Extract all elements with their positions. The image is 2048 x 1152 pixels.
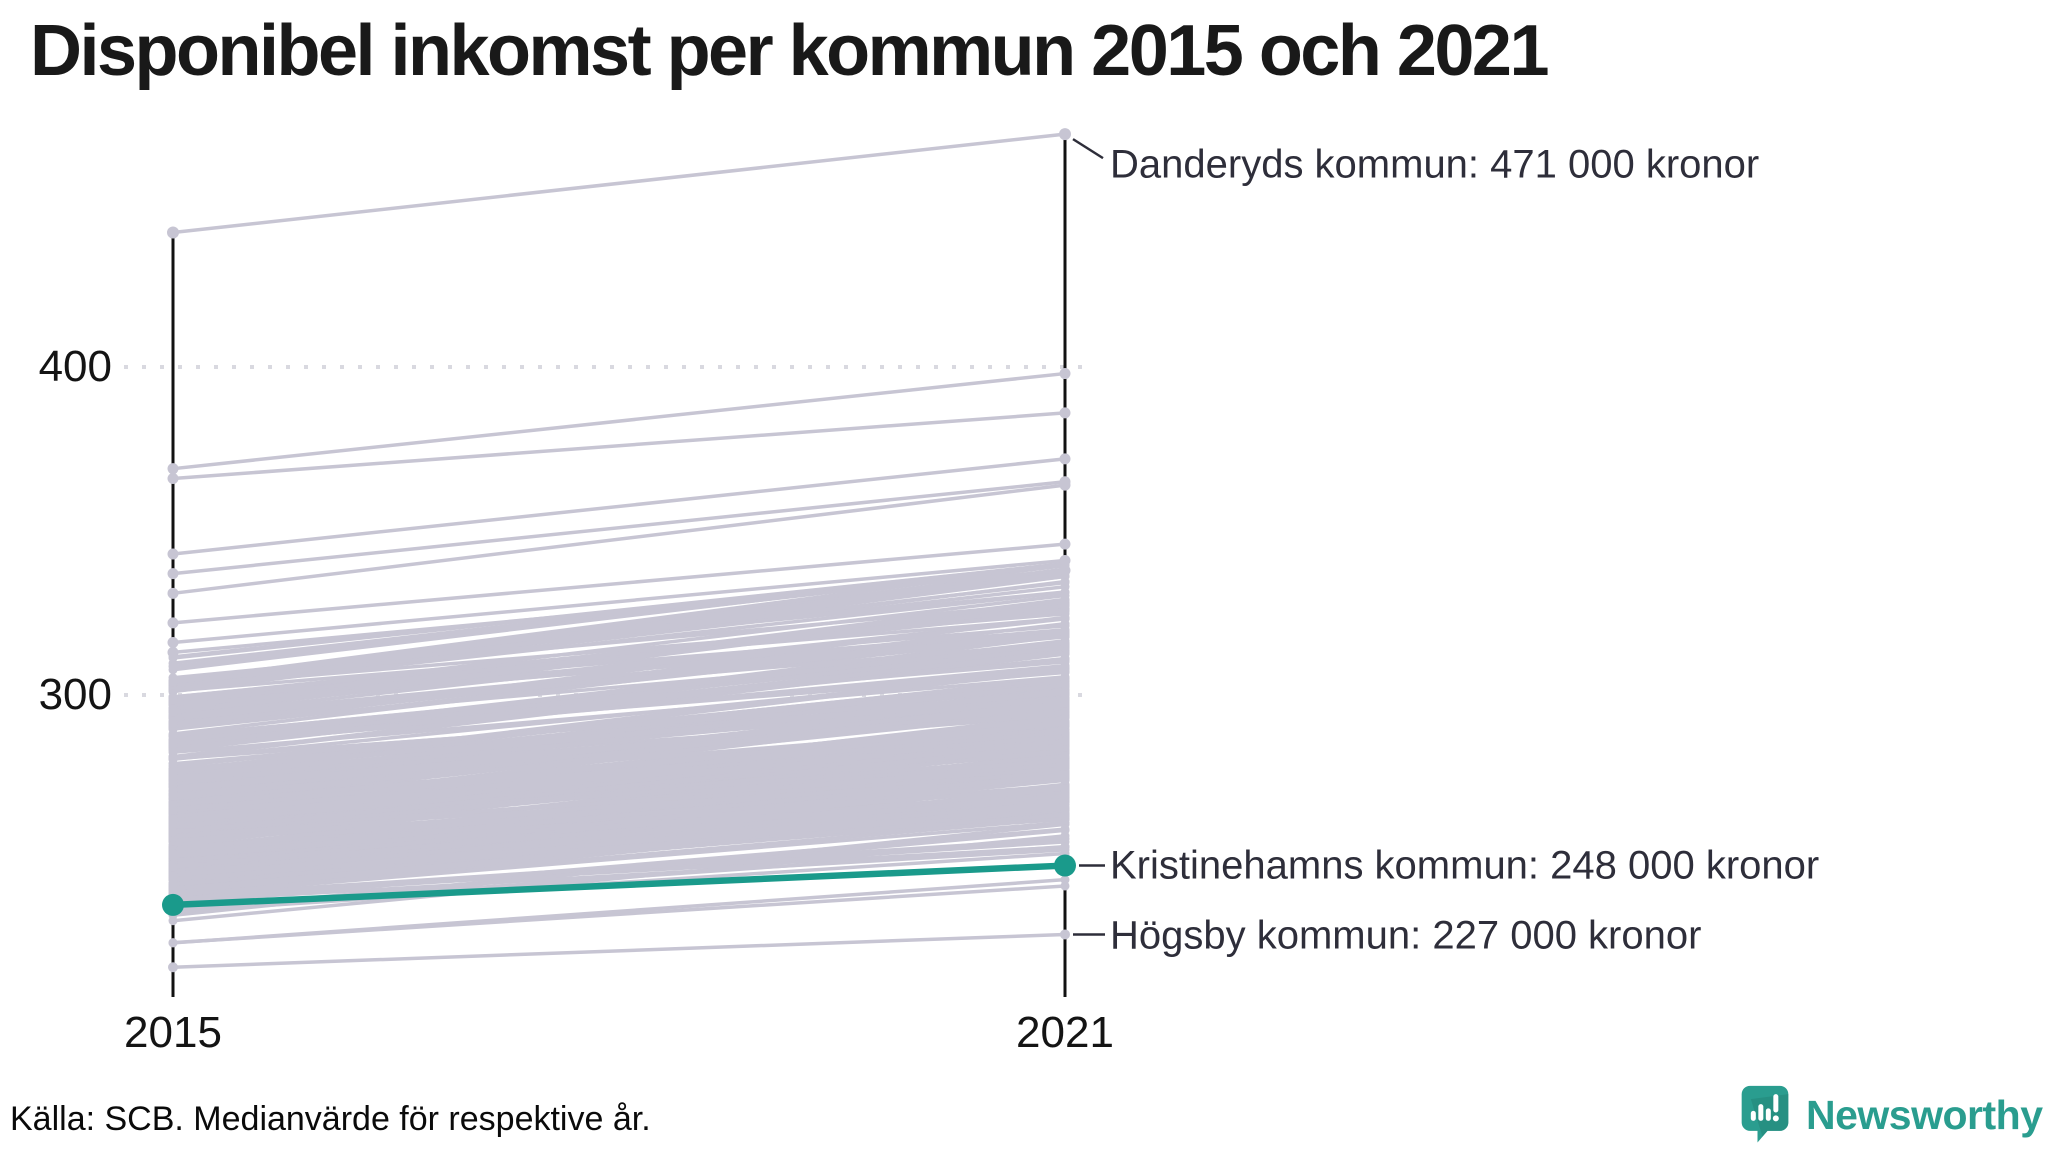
chart-title: Disponibel inkomst per kommun 2015 och 2… [30, 11, 1550, 91]
newsworthy-icon [1741, 1085, 1789, 1143]
y-axis-tick-400: 400 [38, 342, 112, 391]
x-axis-label-2021: 2021 [1016, 1008, 1114, 1057]
annotation-kristinehamn: Kristinehamns kommun: 248 000 kronor [1110, 843, 1820, 888]
annotation-danderyd: Danderyds kommun: 471 000 kronor [1110, 142, 1760, 187]
background-municipality-lines [168, 559, 1070, 948]
highlight-line-kristinehamn [162, 854, 1076, 916]
source-note: Källa: SCB. Medianvärde för respektive å… [10, 1100, 651, 1138]
newsworthy-logo: Newsworthy [1740, 1084, 2043, 1146]
y-axis-tick-300: 300 [38, 670, 112, 719]
annotation-connectors [1072, 138, 1105, 936]
newsworthy-wordmark: Newsworthy [1806, 1091, 2043, 1138]
labeled-gray-lines [167, 128, 1071, 973]
upper-outlier-lines [167, 368, 1071, 658]
x-axis-label-2015: 2015 [124, 1008, 222, 1057]
annotation-hogsby: Högsby kommun: 227 000 kronor [1110, 913, 1702, 958]
